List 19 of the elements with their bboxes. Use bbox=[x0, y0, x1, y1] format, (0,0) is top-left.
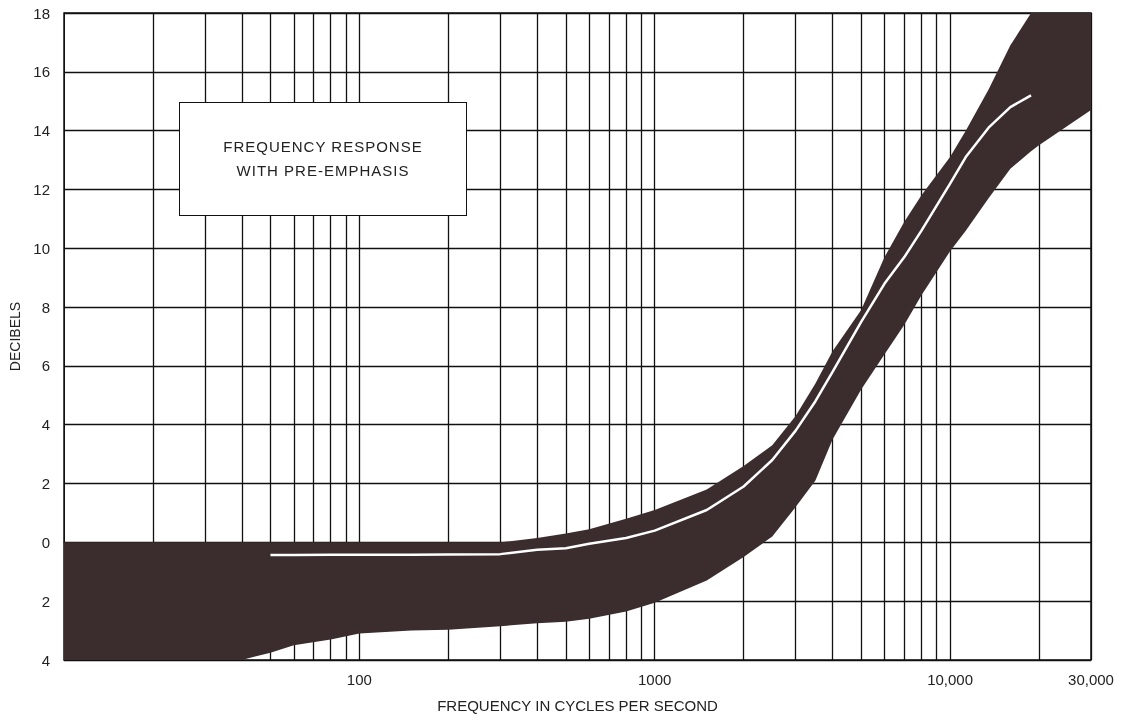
y-tick-label: 2 bbox=[41, 475, 50, 493]
y-tick-label: 4 bbox=[41, 651, 50, 669]
y-tick-label: 8 bbox=[41, 298, 50, 316]
y-axis-title: DECIBELS bbox=[7, 301, 23, 372]
x-tick-label: 10,000 bbox=[927, 671, 974, 688]
x-tick-label: 30,000 bbox=[1068, 671, 1114, 688]
y-tick-label: 18 bbox=[33, 4, 50, 22]
x-tick-label: 1000 bbox=[638, 671, 672, 688]
y-tick-label: 4 bbox=[41, 416, 50, 434]
y-tick-label: 6 bbox=[41, 357, 50, 375]
x-tick-label: 100 bbox=[346, 671, 372, 688]
x-axis-title: FREQUENCY IN CYCLES PER SECOND bbox=[437, 697, 718, 714]
y-tick-label: 2 bbox=[41, 592, 50, 610]
y-tick-label: 14 bbox=[33, 122, 50, 140]
title-frame: FREQUENCY RESPONSE WITH PRE-EMPHASIS bbox=[179, 102, 467, 216]
y-tick-label: 10 bbox=[33, 239, 50, 257]
y-tick-label: 16 bbox=[33, 63, 50, 81]
y-tick-label: 0 bbox=[41, 533, 50, 551]
y-tick-label: 12 bbox=[33, 180, 50, 198]
